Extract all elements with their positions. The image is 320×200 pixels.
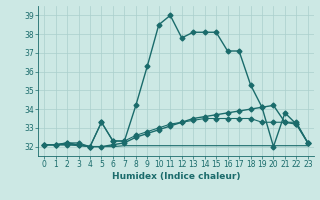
X-axis label: Humidex (Indice chaleur): Humidex (Indice chaleur) [112, 172, 240, 181]
